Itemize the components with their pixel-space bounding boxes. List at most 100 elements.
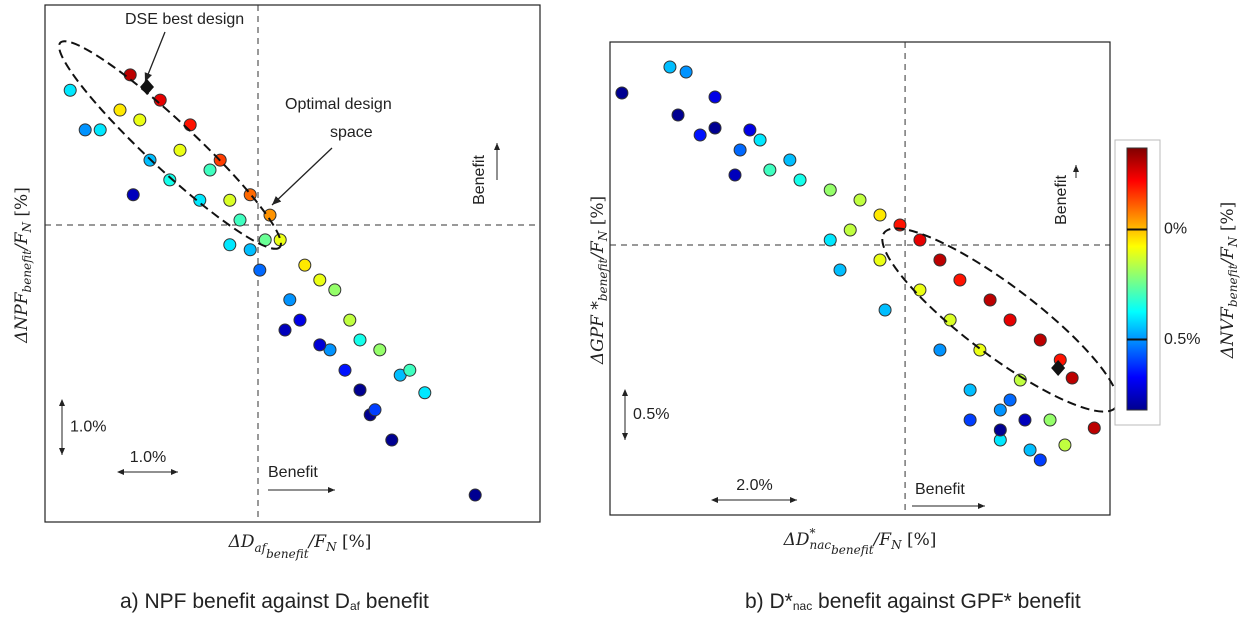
plot-frame — [44, 4, 541, 523]
point — [1033, 453, 1047, 467]
scale-label: 0.5% — [633, 406, 669, 423]
colorbar-tick-label: 0% — [1164, 221, 1187, 238]
point — [853, 193, 867, 207]
point — [913, 233, 927, 247]
point — [368, 403, 382, 417]
point — [823, 183, 837, 197]
annotation: Benefit — [471, 155, 488, 205]
point — [693, 128, 707, 142]
y-axis-label: ΔGPF *benefit/FN [%] — [588, 196, 610, 365]
optimal-region — [881, 227, 1119, 413]
point — [963, 413, 977, 427]
point — [793, 173, 807, 187]
point — [183, 118, 197, 132]
point — [63, 83, 77, 97]
colorbar-label: ΔNVFbenefit/FN [%] — [1218, 202, 1240, 360]
point — [873, 208, 887, 222]
optimal-region — [58, 40, 282, 250]
point — [933, 343, 947, 357]
point — [963, 383, 977, 397]
point — [1033, 333, 1047, 347]
scale-label: 2.0% — [736, 477, 772, 494]
colorbar-tick-label: 0.5% — [1164, 331, 1200, 348]
point — [763, 163, 777, 177]
point — [385, 433, 399, 447]
annotation-arrow — [144, 31, 166, 83]
point — [203, 163, 217, 177]
point — [708, 121, 722, 135]
point — [253, 263, 267, 277]
point — [1003, 393, 1017, 407]
point — [1023, 443, 1037, 457]
caption: b) D*nac benefit against GPF* benefit — [745, 590, 1081, 614]
point — [278, 323, 292, 337]
annotation: Benefit — [915, 481, 965, 498]
point — [283, 293, 297, 307]
point — [233, 213, 247, 227]
point — [93, 123, 107, 137]
annotation: Benefit — [1053, 175, 1070, 225]
point — [133, 113, 147, 127]
point — [823, 233, 837, 247]
point — [1065, 371, 1079, 385]
point — [753, 133, 767, 147]
annotation-arrow — [271, 147, 333, 206]
scale-label: 1.0% — [70, 419, 106, 436]
point — [843, 223, 857, 237]
point — [468, 488, 482, 502]
point — [913, 283, 927, 297]
point — [313, 338, 327, 352]
point — [1013, 373, 1027, 387]
point — [313, 273, 327, 287]
point — [1058, 438, 1072, 452]
point — [193, 193, 207, 207]
point — [338, 363, 352, 377]
annotation: Benefit — [268, 464, 318, 481]
point — [1018, 413, 1032, 427]
point — [873, 253, 887, 267]
point — [173, 143, 187, 157]
point — [153, 93, 167, 107]
point — [78, 123, 92, 137]
annotation: space — [330, 124, 373, 141]
x-axis-label: ΔD* nacbenefit/FN [%] — [783, 526, 937, 557]
point — [1043, 413, 1057, 427]
point — [783, 153, 797, 167]
point — [743, 123, 757, 137]
point — [113, 103, 127, 117]
best-design — [1051, 360, 1066, 376]
point — [993, 423, 1007, 437]
annotation: Optimal design — [285, 96, 392, 113]
point — [933, 253, 947, 267]
point — [663, 60, 677, 74]
point — [679, 65, 693, 79]
annotation: DSE best design — [125, 11, 244, 28]
point — [733, 143, 747, 157]
point — [353, 333, 367, 347]
point — [298, 258, 312, 272]
scale-label: 1.0% — [130, 449, 166, 466]
point — [243, 243, 257, 257]
point — [615, 86, 629, 100]
point — [708, 90, 722, 104]
plot-frame — [609, 41, 1111, 516]
caption: a) NPF benefit against Daf benefit — [120, 590, 429, 614]
point — [878, 303, 892, 317]
point — [163, 173, 177, 187]
point — [353, 383, 367, 397]
colorbar — [1126, 147, 1148, 411]
point — [223, 193, 237, 207]
point — [953, 273, 967, 287]
point — [328, 283, 342, 297]
x-axis-label: ΔDafbenefit/FN [%] — [228, 532, 372, 561]
point — [223, 238, 237, 252]
y-axis-label: ΔNPFbenefit/FN [%] — [12, 187, 34, 344]
point — [343, 313, 357, 327]
point — [983, 293, 997, 307]
point — [1003, 313, 1017, 327]
point — [403, 363, 417, 377]
point — [126, 188, 140, 202]
point — [993, 403, 1007, 417]
point — [1087, 421, 1101, 435]
